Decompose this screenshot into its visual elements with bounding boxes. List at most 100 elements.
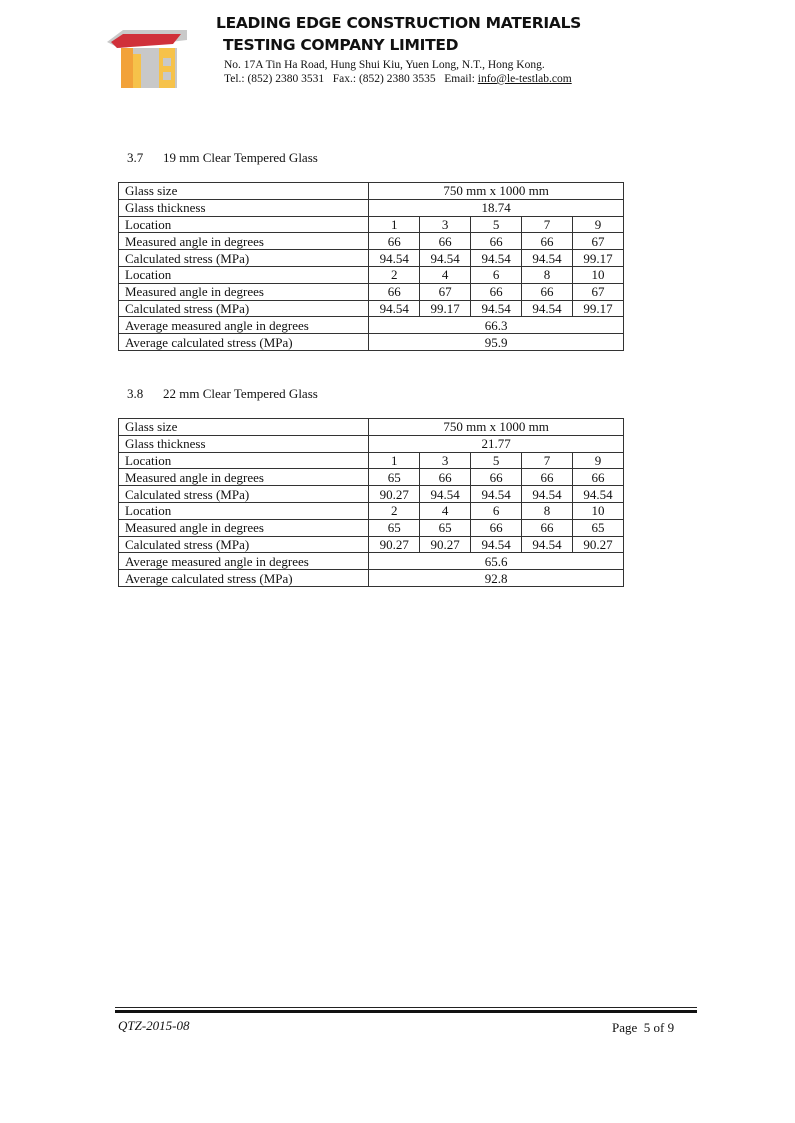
row-label: Average calculated stress (MPa) (117, 569, 370, 587)
location-cell: 6 (470, 265, 523, 284)
email-link[interactable]: info@le-testlab.com (477, 73, 572, 85)
section-number: 3.8 (127, 386, 144, 401)
section-title: 22 mm Clear Tempered Glass (163, 386, 318, 401)
row-label: Measured angle in degrees (117, 518, 370, 537)
stress-cell: 94.54 (521, 535, 573, 554)
angle-cell: 65 (419, 518, 472, 537)
stress-cell: 94.54 (521, 485, 573, 503)
location-cell: 9 (571, 451, 625, 470)
angle-cell: 66 (470, 468, 523, 487)
stress-cell: 94.54 (419, 485, 472, 503)
location-cell: 2 (368, 265, 421, 284)
row-label: Measured angle in degrees (117, 282, 370, 301)
stress-cell: 90.27 (419, 535, 472, 554)
stress-cell: 94.54 (470, 485, 523, 503)
section-heading: 3.8 22 mm Clear Tempered Glass (127, 386, 318, 402)
location-cell: 5 (470, 215, 523, 234)
stress-cell: 90.27 (368, 485, 421, 503)
average-angle-row: Average measured angle in degrees 66.3 (117, 316, 624, 335)
row-label: Measured angle in degrees (117, 232, 370, 251)
row-label: Location (117, 451, 370, 470)
angle-cell: 66 (521, 282, 573, 301)
location-cell: 9 (571, 215, 625, 234)
row-label: Calculated stress (MPa) (117, 299, 370, 318)
angle-cell: 67 (419, 282, 472, 301)
stress-cell: 94.54 (521, 249, 573, 267)
stress-cell: 94.54 (470, 249, 523, 267)
location-cell: 3 (419, 451, 472, 470)
angle-cell: 66 (419, 468, 472, 487)
company-logo (107, 30, 187, 88)
page-number: Page 5 of 9 (612, 1020, 675, 1035)
location-row: Location 1 3 5 7 9 (117, 215, 625, 234)
section-title: 19 mm Clear Tempered Glass (163, 150, 318, 165)
average-stress-row: Average calculated stress (MPa) 95.9 (117, 333, 624, 351)
location-row: Location 2 4 6 8 10 (117, 501, 625, 520)
location-cell: 4 (419, 501, 472, 520)
contact-line: Tel.: (852) 2380 3531 Fax.: (852) 2380 3… (224, 72, 572, 86)
stress-cell: 94.54 (521, 299, 573, 318)
glass-thickness-row: Glass thickness 21.77 (117, 434, 624, 453)
row-label: Average measured angle in degrees (117, 552, 370, 571)
glass-size-row: Glass size 750 mm x 1000 mm (117, 418, 624, 436)
footer-divider (115, 1007, 697, 1008)
angle-cell: 65 (571, 518, 625, 537)
angle-cell: 66 (368, 232, 421, 251)
average-stress-value: 92.8 (368, 569, 624, 587)
row-label: Calculated stress (MPa) (117, 249, 370, 267)
location-cell: 8 (521, 501, 573, 520)
stress-cell: 94.54 (470, 299, 523, 318)
company-address: No. 17A Tin Ha Road, Hung Shui Kiu, Yuen… (224, 58, 572, 86)
glass-thickness-value: 18.74 (368, 198, 624, 217)
average-angle-value: 66.3 (368, 316, 624, 335)
average-angle-value: 65.6 (368, 552, 624, 571)
row-label: Average measured angle in degrees (117, 316, 370, 335)
location-cell: 7 (521, 451, 573, 470)
angle-cell: 66 (571, 468, 625, 487)
glass-thickness-value: 21.77 (368, 434, 624, 453)
row-label: Calculated stress (MPa) (117, 535, 370, 554)
glass-size-value: 750 mm x 1000 mm (368, 418, 624, 436)
stress-row: Calculated stress (MPa) 90.27 94.54 94.54 94… (117, 485, 625, 503)
stress-row: Calculated stress (MPa) 94.54 99.17 94.54 94… (117, 299, 625, 318)
angle-row: Measured angle in degrees 65 65 66 66 65 (117, 518, 625, 537)
results-table-22mm: Glass size 750 mm x 1000 mm Glass thicknes… (117, 418, 625, 587)
row-label: Location (117, 501, 370, 520)
location-cell: 8 (521, 265, 573, 284)
stress-row: Calculated stress (MPa) 90.27 90.27 94.54 94… (117, 535, 625, 554)
angle-cell: 66 (521, 518, 573, 537)
angle-row: Measured angle in degrees 65 66 66 66 66 (117, 468, 625, 487)
location-row: Location 1 3 5 7 9 (117, 451, 625, 470)
angle-cell: 65 (368, 518, 421, 537)
row-label: Glass thickness (117, 198, 370, 217)
angle-cell: 66 (521, 468, 573, 487)
row-label: Measured angle in degrees (117, 468, 370, 487)
stress-cell: 99.17 (571, 299, 625, 318)
angle-cell: 65 (368, 468, 421, 487)
row-label: Glass thickness (117, 434, 370, 453)
stress-cell: 94.54 (368, 299, 421, 318)
location-cell: 10 (571, 265, 625, 284)
location-cell: 3 (419, 215, 472, 234)
stress-cell: 94.54 (368, 249, 421, 267)
stress-row: Calculated stress (MPa) 94.54 94.54 94.54 94… (117, 249, 625, 267)
location-cell: 1 (368, 451, 421, 470)
angle-cell: 66 (368, 282, 421, 301)
angle-cell: 66 (470, 232, 523, 251)
document-code: QTZ-2015-08 (118, 1018, 190, 1033)
average-stress-value: 95.9 (368, 333, 624, 351)
location-cell: 10 (571, 501, 625, 520)
stress-cell: 94.54 (419, 249, 472, 267)
row-label: Location (117, 265, 370, 284)
angle-cell: 66 (521, 232, 573, 251)
footer-divider-thick (115, 1010, 697, 1013)
glass-size-value: 750 mm x 1000 mm (368, 182, 624, 200)
row-label: Location (117, 215, 370, 234)
location-cell: 2 (368, 501, 421, 520)
row-label: Glass size (117, 182, 370, 200)
stress-cell: 99.17 (419, 299, 472, 318)
section-number: 3.7 (127, 150, 144, 165)
row-label: Average calculated stress (MPa) (117, 333, 370, 351)
location-cell: 1 (368, 215, 421, 234)
stress-cell: 90.27 (368, 535, 421, 554)
